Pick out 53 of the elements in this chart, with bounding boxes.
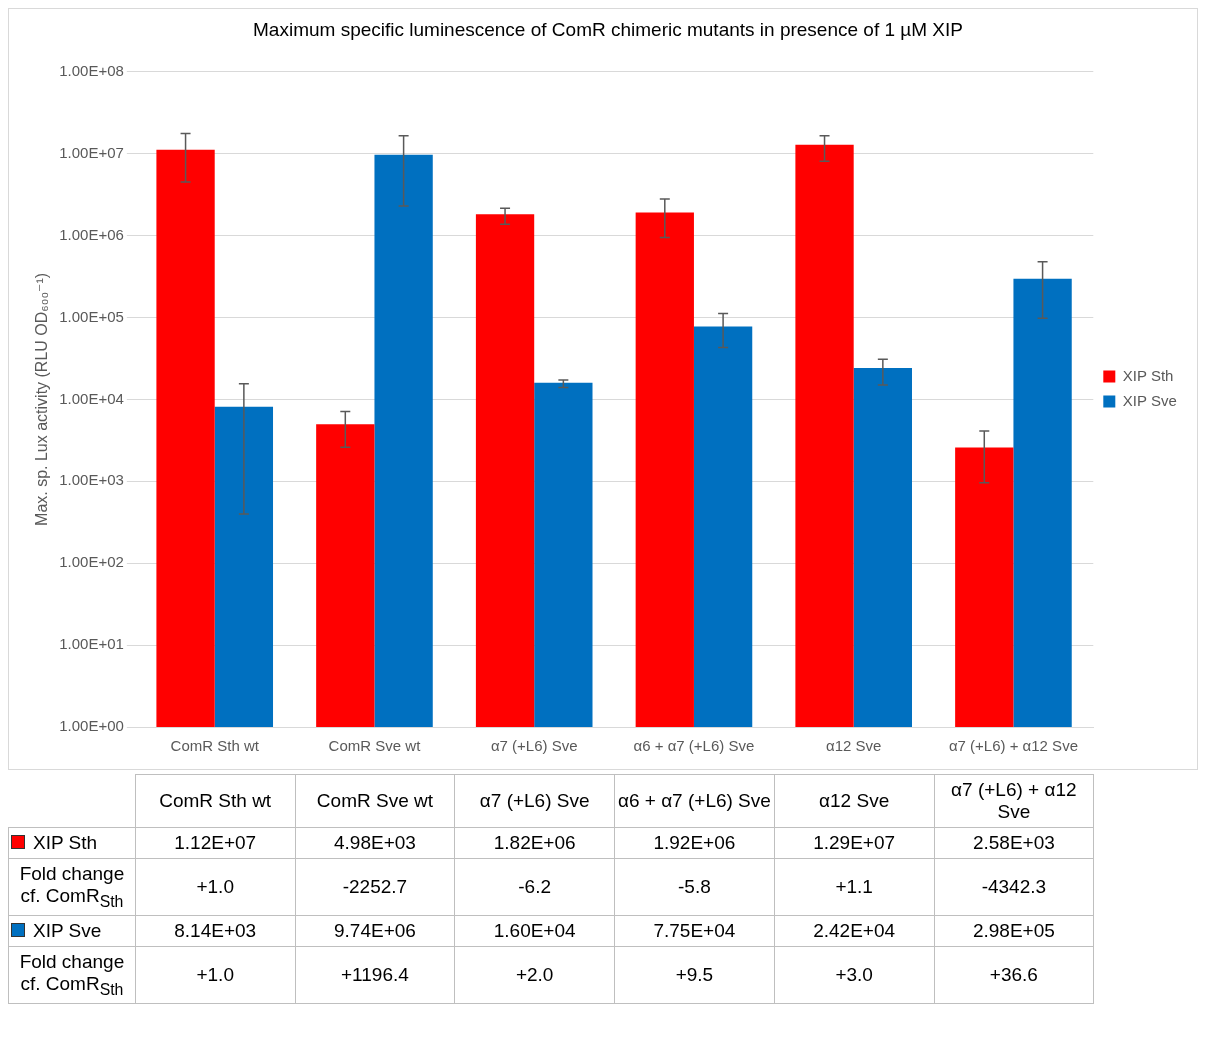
text: -5.8 bbox=[614, 858, 775, 916]
category-label: α12 Sve bbox=[819, 790, 890, 811]
data-label: 2.42E+04 bbox=[774, 915, 934, 947]
text: +1196.4 bbox=[295, 946, 455, 1004]
text: XIP Sve bbox=[33, 919, 102, 941]
data-label: 4.98E+03 bbox=[295, 827, 455, 859]
y-tick-label: 1.00E+08 bbox=[59, 61, 124, 79]
data-label: 2.98E+05 bbox=[934, 915, 1094, 947]
data-label: 1.29E+07 bbox=[774, 827, 934, 859]
text: +36.6 bbox=[934, 946, 1094, 1004]
x-tick-label: α12 Sve bbox=[826, 737, 882, 755]
category-label: ComR Sve wt bbox=[316, 790, 433, 811]
text: Fold change cf. ComR$_{Sth}$ bbox=[8, 858, 136, 916]
text: +2.0 bbox=[454, 946, 615, 1004]
data-label: 2.58E+03 bbox=[934, 827, 1094, 859]
text: +3.0 bbox=[774, 946, 934, 1004]
data-label: 1.82E+06 bbox=[454, 827, 615, 859]
category-label: ComR Sth wt bbox=[159, 790, 272, 811]
x-tick-label: ComR Sth wt bbox=[170, 737, 260, 755]
y-tick-label: 1.00E+01 bbox=[59, 635, 124, 653]
y-tick-label: 1.00E+07 bbox=[59, 143, 124, 161]
legend-label: XIP Sve bbox=[1122, 391, 1177, 409]
y-tick-label: 1.00E+05 bbox=[59, 307, 124, 325]
x-tick-label: ComR Sve wt bbox=[328, 737, 422, 755]
y-tick-label: 1.00E+06 bbox=[59, 225, 124, 243]
chart-title: Maximum specific luminescence of ComR chimeric mutants in presence of 1 µM XIP bbox=[253, 18, 963, 40]
text: -2252.7 bbox=[295, 858, 455, 916]
data-label: 1.92E+06 bbox=[614, 827, 775, 859]
text: XIP Sth bbox=[33, 832, 98, 853]
text: -4342.3 bbox=[934, 858, 1094, 916]
y-tick-label: 1.00E+02 bbox=[59, 553, 124, 571]
x-tick-label: α6 + α7 (+L6) Sve bbox=[633, 737, 755, 755]
x-tick-label: α7 (+L6) Sve bbox=[490, 737, 578, 755]
text: +9.5 bbox=[614, 946, 775, 1004]
y-tick-label: 1.00E+03 bbox=[59, 471, 124, 489]
data-label: 1.60E+04 bbox=[454, 915, 615, 947]
data-label: 9.74E+06 bbox=[295, 915, 455, 947]
text: +1.1 bbox=[774, 858, 934, 916]
y-axis-title: Max. sp. Lux activity (RLU OD₆₀₀⁻¹) bbox=[33, 272, 51, 526]
category-label: α6 + α7 (+L6) Sve bbox=[617, 790, 771, 811]
legend-label: XIP Sth bbox=[1122, 366, 1174, 384]
data-label: 1.12E+07 bbox=[135, 827, 296, 859]
text: +1.0 bbox=[135, 946, 296, 1004]
data-label: 8.14E+03 bbox=[135, 915, 296, 947]
text: -6.2 bbox=[454, 858, 615, 916]
y-tick-label: 1.00E+04 bbox=[59, 389, 124, 407]
y-tick-label: 1.00E+00 bbox=[59, 717, 124, 735]
x-tick-label: α7 (+L6) + α12 Sve bbox=[948, 737, 1078, 755]
category-label: α7 (+L6) Sve bbox=[479, 790, 590, 811]
category-label: α7 (+L6) + α12 Sve bbox=[951, 779, 1077, 822]
text: Fold change cf. ComR$_{Sth}$ bbox=[8, 946, 136, 1004]
text: +1.0 bbox=[135, 858, 296, 916]
data-label: 7.75E+04 bbox=[614, 915, 775, 947]
